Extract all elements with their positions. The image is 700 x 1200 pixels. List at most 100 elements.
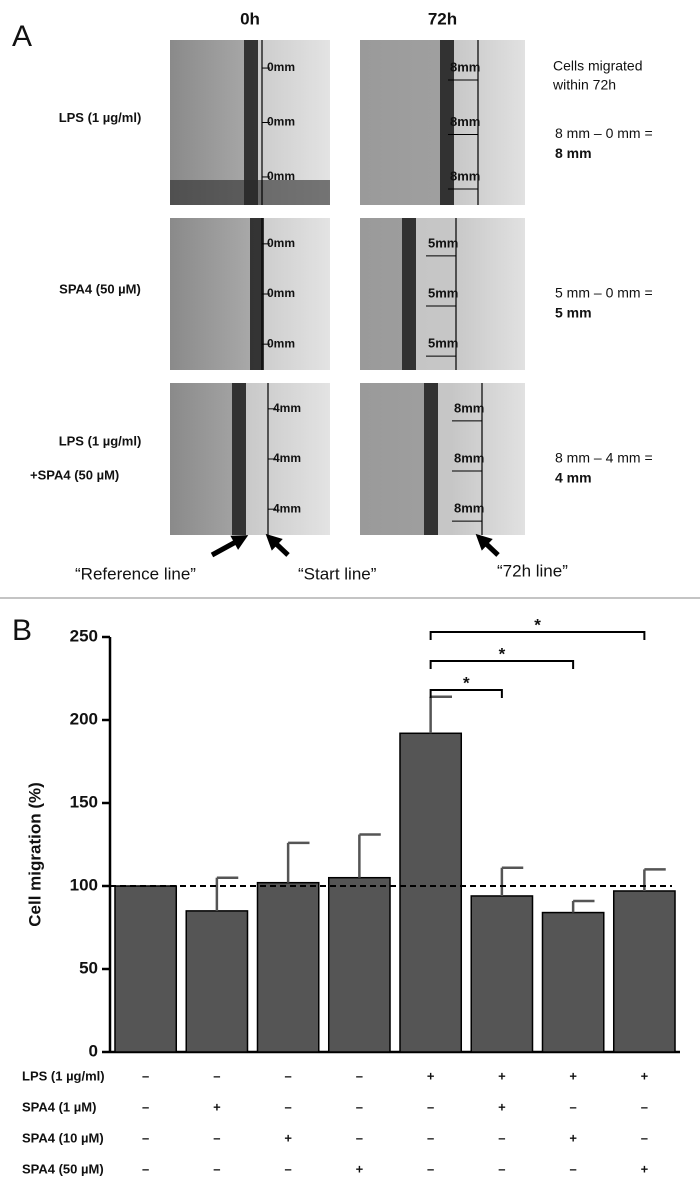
mark-label: 8mm xyxy=(450,114,480,129)
mark-label: 8mm xyxy=(454,450,484,465)
condition-sign: – xyxy=(142,1099,149,1114)
mark-label: 0mm xyxy=(267,236,295,250)
condition-sign: – xyxy=(213,1130,220,1145)
condition-sign: + xyxy=(498,1099,506,1114)
condition-sign: – xyxy=(641,1099,648,1114)
bar xyxy=(256,881,320,1053)
light-zone xyxy=(416,218,525,370)
result: 4 mm xyxy=(555,470,592,486)
column-header: 72h xyxy=(428,9,457,28)
panel-label: B xyxy=(12,614,32,647)
condition-sign: – xyxy=(427,1099,434,1114)
arrow-label: “72h line” xyxy=(497,561,568,580)
bar xyxy=(114,885,178,1053)
arrow-label: “Reference line” xyxy=(75,564,196,583)
bar xyxy=(541,911,605,1053)
bar xyxy=(470,895,534,1053)
condition-sign: – xyxy=(356,1068,363,1083)
condition-sign: + xyxy=(569,1130,577,1145)
mark-label: 8mm xyxy=(450,168,480,183)
mark-label: 8mm xyxy=(454,501,484,516)
result: 5 mm xyxy=(555,305,592,321)
note: within 72h xyxy=(552,77,616,93)
condition-sign: – xyxy=(356,1130,363,1145)
condition-sign: + xyxy=(641,1068,649,1083)
mark-label: 0mm xyxy=(267,336,295,350)
condition-sign: – xyxy=(285,1068,292,1083)
condition-sign: – xyxy=(285,1099,292,1114)
equation: 8 mm – 0 mm = xyxy=(555,125,653,141)
mark-label: 5mm xyxy=(428,285,458,300)
y-tick-label: 150 xyxy=(70,792,98,811)
condition-sign: + xyxy=(356,1161,364,1176)
condition-sign: + xyxy=(569,1068,577,1083)
row-label: LPS (1 µg/ml) xyxy=(59,110,142,125)
condition-sign: – xyxy=(570,1099,577,1114)
bar xyxy=(327,876,391,1053)
equation: 8 mm – 4 mm = xyxy=(555,450,653,466)
reference-band xyxy=(244,40,258,205)
row-label: +SPA4 (50 µM) xyxy=(30,467,119,482)
condition-sign: – xyxy=(570,1161,577,1176)
significance-label: * xyxy=(499,644,506,663)
condition-sign: – xyxy=(427,1161,434,1176)
mark-label: 0mm xyxy=(267,169,295,183)
y-tick-label: 0 xyxy=(89,1041,98,1060)
mark-label: 5mm xyxy=(428,336,458,351)
reference-band xyxy=(250,218,264,370)
light-zone xyxy=(454,40,525,205)
row-label: SPA4 (50 µM) xyxy=(59,281,141,296)
arrow-label: “Start line” xyxy=(298,564,377,583)
y-tick-label: 50 xyxy=(79,958,98,977)
condition-name: SPA4 (10 µM) xyxy=(22,1130,104,1145)
reference-band xyxy=(440,40,454,205)
condition-sign: – xyxy=(356,1099,363,1114)
significance-label: * xyxy=(463,673,470,692)
significance-bracket xyxy=(429,689,503,698)
condition-sign: – xyxy=(285,1161,292,1176)
bar xyxy=(612,890,676,1053)
mark-label: 4mm xyxy=(273,451,301,465)
significance-bracket xyxy=(429,660,575,669)
significance-bracket xyxy=(429,631,646,640)
mark-label: 0mm xyxy=(267,60,295,74)
condition-sign: – xyxy=(142,1161,149,1176)
y-tick-label: 250 xyxy=(70,626,98,645)
column-header: 0h xyxy=(240,9,260,28)
condition-sign: + xyxy=(284,1130,292,1145)
condition-sign: – xyxy=(498,1130,505,1145)
bar xyxy=(185,910,249,1053)
reference-band xyxy=(402,218,416,370)
condition-name: LPS (1 µg/ml) xyxy=(22,1068,105,1083)
equation: 5 mm – 0 mm = xyxy=(555,285,653,301)
arrow-head xyxy=(265,533,283,551)
condition-name: SPA4 (50 µM) xyxy=(22,1161,104,1176)
y-tick-label: 100 xyxy=(70,875,98,894)
condition-sign: + xyxy=(427,1068,435,1083)
panel-label: A xyxy=(12,20,32,53)
condition-sign: – xyxy=(213,1161,220,1176)
mark-label: 5mm xyxy=(428,235,458,250)
mark-label: 4mm xyxy=(273,401,301,415)
arrow-head xyxy=(230,535,249,550)
condition-name: SPA4 (1 µM) xyxy=(22,1099,96,1114)
y-tick-label: 200 xyxy=(70,709,98,728)
note: Cells migrated xyxy=(553,58,642,74)
mark-label: 0mm xyxy=(267,286,295,300)
reference-band xyxy=(424,383,438,535)
result: 8 mm xyxy=(555,145,592,161)
shadow xyxy=(170,180,330,205)
condition-sign: + xyxy=(213,1099,221,1114)
light-zone xyxy=(264,218,330,370)
mark-label: 8mm xyxy=(450,59,480,74)
row-label: LPS (1 µg/ml) xyxy=(59,433,142,448)
mark-label: 0mm xyxy=(267,115,295,129)
condition-sign: – xyxy=(427,1130,434,1145)
condition-sign: – xyxy=(142,1130,149,1145)
condition-sign: + xyxy=(498,1068,506,1083)
significance-label: * xyxy=(534,615,541,634)
bar xyxy=(399,732,463,1053)
mark-label: 8mm xyxy=(454,400,484,415)
reference-band xyxy=(232,383,246,535)
light-zone xyxy=(246,383,330,535)
